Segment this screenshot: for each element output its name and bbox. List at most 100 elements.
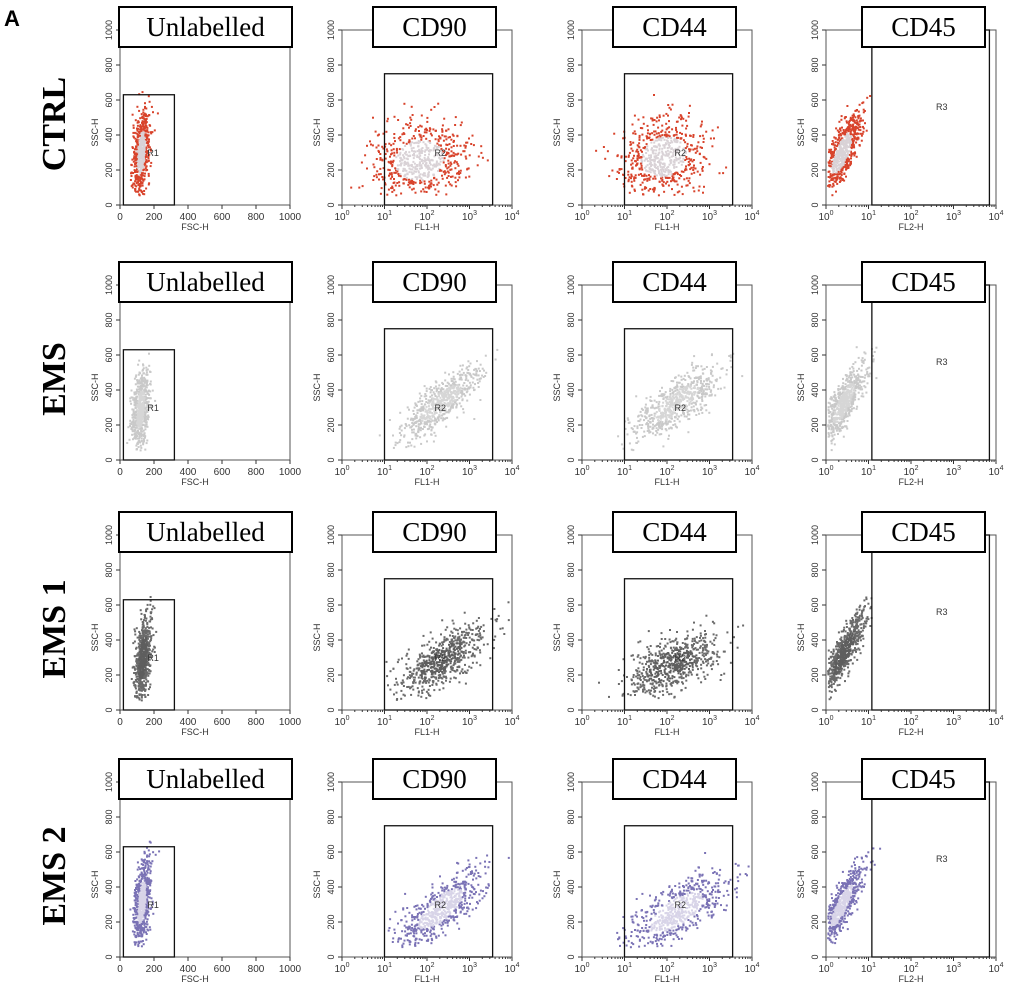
event-point bbox=[137, 164, 140, 166]
event-point bbox=[140, 174, 143, 176]
event-point bbox=[417, 170, 420, 173]
event-point bbox=[861, 132, 864, 135]
event-point bbox=[129, 397, 132, 400]
event-point bbox=[133, 399, 136, 402]
event-point bbox=[873, 351, 876, 353]
event-point bbox=[710, 372, 713, 375]
event-point bbox=[644, 409, 647, 412]
event-point bbox=[666, 398, 669, 401]
event-point bbox=[836, 157, 839, 160]
event-point bbox=[471, 381, 474, 384]
stain-label-box: CD45 bbox=[861, 6, 986, 48]
event-point bbox=[442, 396, 445, 399]
event-point bbox=[137, 422, 140, 425]
event-point bbox=[846, 152, 849, 155]
event-point bbox=[851, 139, 854, 142]
event-point bbox=[863, 110, 866, 112]
event-point bbox=[378, 133, 380, 136]
event-point bbox=[674, 405, 676, 408]
event-point bbox=[137, 177, 140, 180]
event-point bbox=[412, 409, 415, 412]
event-point bbox=[645, 169, 648, 172]
event-point bbox=[668, 398, 671, 401]
event-point bbox=[145, 125, 148, 128]
event-point bbox=[430, 179, 433, 182]
event-point bbox=[702, 390, 705, 393]
event-point bbox=[646, 135, 649, 138]
event-point bbox=[420, 394, 423, 397]
event-point bbox=[653, 175, 656, 178]
event-point bbox=[409, 125, 412, 127]
event-point bbox=[837, 149, 840, 152]
event-point bbox=[437, 181, 440, 184]
event-point bbox=[665, 169, 668, 172]
event-point bbox=[132, 126, 135, 129]
event-point bbox=[455, 406, 458, 409]
event-point bbox=[146, 439, 149, 442]
event-point bbox=[141, 135, 144, 138]
event-point bbox=[442, 405, 445, 408]
gate-r2[interactable] bbox=[383, 73, 494, 206]
event-point bbox=[651, 427, 654, 430]
event-point bbox=[664, 150, 667, 153]
event-point bbox=[688, 157, 691, 160]
event-point bbox=[446, 385, 449, 387]
event-point bbox=[147, 389, 150, 392]
gate-r2[interactable] bbox=[623, 328, 734, 461]
event-point bbox=[419, 416, 422, 419]
gate-r1[interactable] bbox=[122, 94, 176, 206]
y-tick-label: 800 bbox=[566, 312, 576, 327]
event-point bbox=[419, 154, 422, 157]
event-point bbox=[437, 138, 440, 141]
event-point bbox=[466, 141, 469, 144]
event-point bbox=[852, 123, 855, 126]
event-point bbox=[669, 160, 672, 163]
event-point bbox=[665, 401, 668, 404]
tick-base: 10 bbox=[377, 212, 389, 223]
event-point bbox=[426, 166, 429, 169]
event-point bbox=[148, 352, 150, 355]
event-point bbox=[838, 120, 841, 123]
event-point bbox=[644, 411, 647, 414]
event-point bbox=[666, 140, 669, 143]
event-point bbox=[650, 163, 653, 166]
event-point bbox=[839, 179, 842, 182]
event-point bbox=[144, 415, 147, 418]
event-point bbox=[828, 419, 831, 422]
event-point bbox=[149, 148, 152, 151]
event-point bbox=[849, 119, 852, 122]
event-point bbox=[134, 156, 137, 159]
event-point bbox=[435, 165, 437, 168]
event-point bbox=[443, 135, 446, 138]
event-point bbox=[631, 428, 634, 431]
event-point bbox=[419, 134, 422, 137]
event-point bbox=[657, 403, 660, 405]
gate-r2[interactable] bbox=[383, 328, 494, 461]
event-point bbox=[645, 186, 648, 189]
event-point bbox=[684, 404, 687, 407]
event-point bbox=[659, 427, 662, 430]
event-point bbox=[134, 417, 137, 419]
gate-r3[interactable] bbox=[871, 29, 991, 206]
event-point bbox=[853, 394, 856, 397]
event-point bbox=[134, 169, 137, 172]
event-point bbox=[693, 355, 696, 358]
event-point bbox=[464, 145, 467, 148]
event-point bbox=[458, 176, 461, 179]
event-point bbox=[642, 193, 644, 196]
event-point bbox=[680, 116, 683, 119]
event-point bbox=[397, 168, 400, 171]
gate-r2[interactable] bbox=[623, 73, 734, 206]
event-point bbox=[660, 424, 663, 427]
gate-r1[interactable] bbox=[122, 349, 176, 461]
event-point bbox=[622, 173, 624, 176]
event-point bbox=[448, 155, 451, 158]
event-point bbox=[642, 146, 645, 149]
event-point bbox=[649, 162, 652, 164]
event-point bbox=[669, 411, 672, 414]
y-tick-label: 400 bbox=[326, 127, 336, 142]
event-point bbox=[632, 141, 635, 144]
event-point bbox=[840, 150, 843, 153]
event-point bbox=[426, 440, 428, 443]
